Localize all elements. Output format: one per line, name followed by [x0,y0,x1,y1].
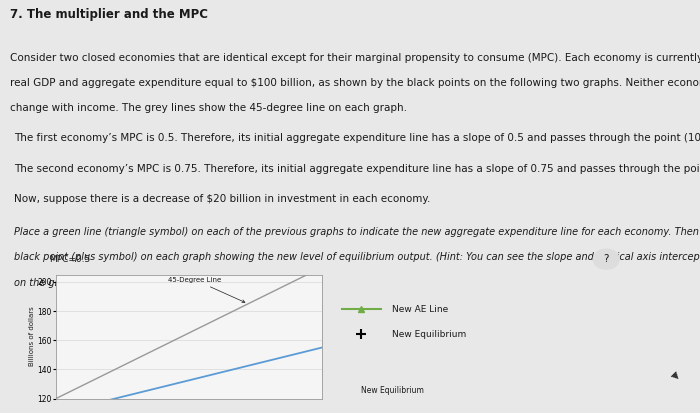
Text: change with income. The grey lines show the 45-degree line on each graph.: change with income. The grey lines show … [10,103,407,113]
Text: The first economy’s MPC is 0.5. Therefore, its initial aggregate expenditure lin: The first economy’s MPC is 0.5. Therefor… [14,133,700,143]
Text: The second economy’s MPC is 0.75. Therefore, its initial aggregate expenditure l: The second economy’s MPC is 0.75. Theref… [14,164,700,174]
Y-axis label: Billions of dollars: Billions of dollars [29,307,34,366]
Text: New Equilibrium: New Equilibrium [361,386,424,395]
Text: New AE Line: New AE Line [392,305,448,314]
Text: on the graph by selecting it.): on the graph by selecting it.) [14,278,156,287]
Circle shape [594,249,619,269]
Text: Place a green line (triangle symbol) on each of the previous graphs to indicate : Place a green line (triangle symbol) on … [14,227,700,237]
Text: real GDP and aggregate expenditure equal to $100 billion, as shown by the black : real GDP and aggregate expenditure equal… [10,78,700,88]
Text: ?: ? [603,254,609,264]
Text: 7. The multiplier and the MPC: 7. The multiplier and the MPC [10,8,208,21]
Text: 45-Degree Line: 45-Degree Line [168,277,245,302]
Text: New Equilibrium: New Equilibrium [392,330,466,339]
Text: Consider two closed economies that are identical except for their marginal prope: Consider two closed economies that are i… [10,53,700,63]
Text: MPC=0.5: MPC=0.5 [49,255,90,264]
Text: Now, suppose there is a decrease of $20 billion in investment in each economy.: Now, suppose there is a decrease of $20 … [14,194,430,204]
Text: ▶: ▶ [669,370,682,382]
Text: black point (plus symbol) on each graph showing the new level of equilibrium out: black point (plus symbol) on each graph … [14,252,700,262]
